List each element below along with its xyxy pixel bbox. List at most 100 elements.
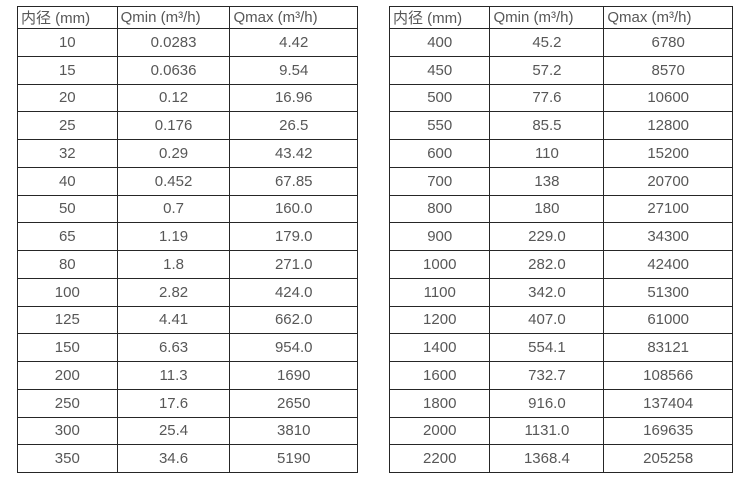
table-cell: 100: [17, 277, 118, 307]
table-cell: 500: [388, 83, 491, 113]
table-cell: 17.6: [116, 388, 231, 418]
table-cell: 8570: [603, 55, 733, 85]
table-cell: 10600: [603, 83, 733, 113]
table-row: 15 0.0636 9.54: [17, 55, 358, 85]
table-row: 20 0.12 16.96: [17, 83, 358, 113]
table-row: 200 11.3 1690: [17, 361, 358, 390]
table-row: 50 0.7 160.0: [17, 194, 358, 224]
table-row: 350 34.6 5190: [17, 444, 358, 473]
table-cell: 2200: [388, 444, 491, 473]
table-cell: 1690: [229, 361, 358, 390]
table-cell: 80: [17, 250, 118, 279]
flow-table-left: 内径 (mm) Qmin (m³/h) Qmax (m³/h) 10 0.0283 4.…: [17, 6, 358, 473]
table-cell: 179.0: [229, 222, 358, 251]
table-cell: 407.0: [489, 305, 605, 335]
column-header-1: Qmin (m³/h): [489, 6, 605, 29]
table-cell: 0.176: [116, 111, 231, 140]
table-cell: 1400: [388, 333, 491, 362]
table-cell: 16.96: [229, 83, 358, 113]
table-cell: 0.452: [116, 166, 231, 196]
table-row: 2000 1131.0 169635: [388, 416, 733, 446]
table-row: 550 85.5 12800: [388, 111, 733, 140]
table-cell: 137404: [603, 388, 733, 418]
table-row: 500 77.6 10600: [388, 83, 733, 113]
table-cell: 20700: [603, 166, 733, 196]
table-cell: 300: [17, 416, 118, 446]
table-cell: 450: [388, 55, 491, 85]
table-cell: 800: [388, 194, 491, 224]
table-cell: 400: [388, 28, 491, 57]
column-header-0: 内径 (mm): [388, 6, 491, 29]
table-cell: 6.63: [116, 333, 231, 362]
table-cell: 2000: [388, 416, 491, 446]
table-cell: 5190: [229, 444, 358, 473]
table-row: 1200 407.0 61000: [388, 305, 733, 335]
table-cell: 3810: [229, 416, 358, 446]
table-cell: 1100: [388, 277, 491, 307]
table-cell: 26.5: [229, 111, 358, 140]
table-cell: 83121: [603, 333, 733, 362]
table-cell: 180: [489, 194, 605, 224]
table-cell: 34.6: [116, 444, 231, 473]
table-cell: 4.42: [229, 28, 358, 57]
table-row: 800 180 27100: [388, 194, 733, 224]
table-cell: 150: [17, 333, 118, 362]
table-cell: 0.7: [116, 194, 231, 224]
table-row: 100 2.82 424.0: [17, 277, 358, 307]
table-cell: 1131.0: [489, 416, 605, 446]
table-cell: 110: [489, 139, 605, 168]
table-cell: 0.0636: [116, 55, 231, 85]
table-cell: 229.0: [489, 222, 605, 251]
table-row: 80 1.8 271.0: [17, 250, 358, 279]
table-cell: 40: [17, 166, 118, 196]
table-cell: 25: [17, 111, 118, 140]
table-row: 32 0.29 43.42: [17, 139, 358, 168]
table-cell: 15200: [603, 139, 733, 168]
table-row: 1800 916.0 137404: [388, 388, 733, 418]
table-cell: 0.0283: [116, 28, 231, 57]
table-row: 150 6.63 954.0: [17, 333, 358, 362]
table-cell: 1000: [388, 250, 491, 279]
table-cell: 250: [17, 388, 118, 418]
table-cell: 25.4: [116, 416, 231, 446]
table-cell: 45.2: [489, 28, 605, 57]
table-cell: 1800: [388, 388, 491, 418]
table-cell: 600: [388, 139, 491, 168]
table-cell: 15: [17, 55, 118, 85]
table-cell: 138: [489, 166, 605, 196]
table-cell: 50: [17, 194, 118, 224]
table-cell: 43.42: [229, 139, 358, 168]
table-row: 400 45.2 6780: [388, 28, 733, 57]
table-cell: 34300: [603, 222, 733, 251]
table-row: 40 0.452 67.85: [17, 166, 358, 196]
table-cell: 1368.4: [489, 444, 605, 473]
table-row: 450 57.2 8570: [388, 55, 733, 85]
table-cell: 6780: [603, 28, 733, 57]
table-cell: 700: [388, 166, 491, 196]
table-cell: 205258: [603, 444, 733, 473]
table-row: 10 0.0283 4.42: [17, 28, 358, 57]
table-cell: 11.3: [116, 361, 231, 390]
table-cell: 2.82: [116, 277, 231, 307]
header-row: 内径 (mm) Qmin (m³/h) Qmax (m³/h): [17, 6, 358, 29]
table-cell: 4.41: [116, 305, 231, 335]
table-cell: 27100: [603, 194, 733, 224]
table-cell: 554.1: [489, 333, 605, 362]
column-header-0: 内径 (mm): [17, 6, 118, 29]
table-cell: 0.12: [116, 83, 231, 113]
table-cell: 0.29: [116, 139, 231, 168]
table-cell: 1200: [388, 305, 491, 335]
table-cell: 1.8: [116, 250, 231, 279]
table-row: 900 229.0 34300: [388, 222, 733, 251]
table-cell: 20: [17, 83, 118, 113]
table-cell: 108566: [603, 361, 733, 390]
table-cell: 77.6: [489, 83, 605, 113]
header-row: 内径 (mm) Qmin (m³/h) Qmax (m³/h): [388, 6, 733, 29]
table-row: 1400 554.1 83121: [388, 333, 733, 362]
flow-table-left-wrap: 内径 (mm) Qmin (m³/h) Qmax (m³/h) 10 0.0283 4.…: [17, 6, 358, 473]
table-row: 65 1.19 179.0: [17, 222, 358, 251]
table-cell: 67.85: [229, 166, 358, 196]
table-cell: 282.0: [489, 250, 605, 279]
table-cell: 350: [17, 444, 118, 473]
